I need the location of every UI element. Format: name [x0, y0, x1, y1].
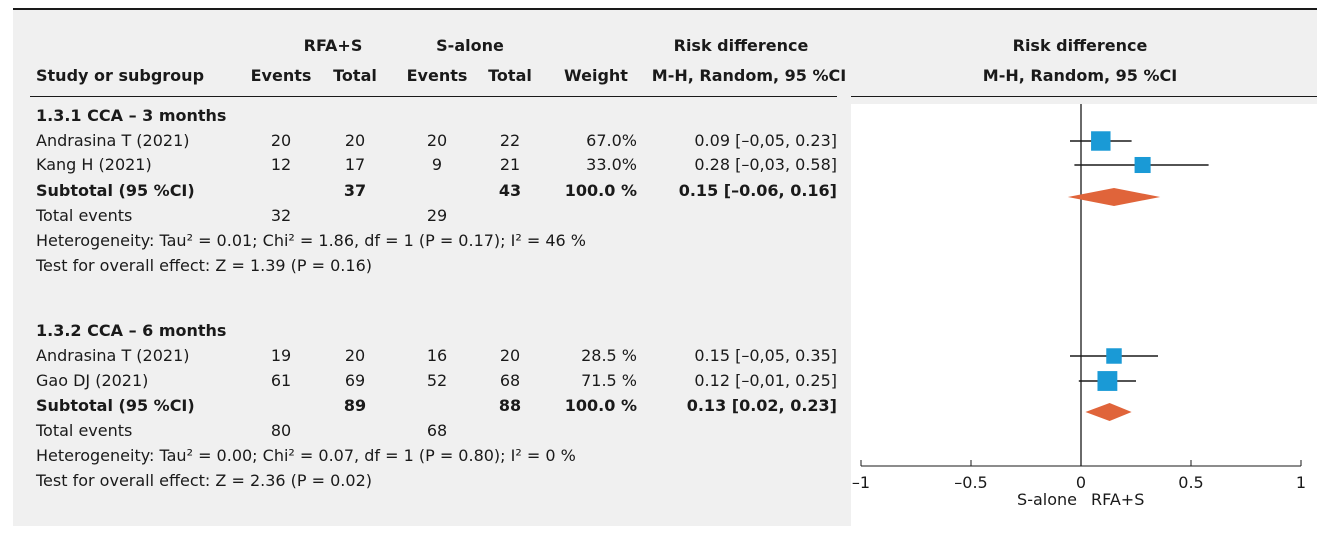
- total-events2: 29: [426, 206, 448, 225]
- subtotal-total2: 88: [498, 396, 522, 415]
- weight-cell: 71.5 %: [581, 371, 637, 390]
- favours-right-label: RFA+S: [1091, 490, 1144, 509]
- header-divider-plot: [851, 96, 1317, 97]
- ci-cell: 0.09 [–0,05, 0.23]: [694, 131, 837, 150]
- subtotal-label: Subtotal (95 %CI): [36, 181, 195, 200]
- total2-cell: 22: [499, 131, 521, 150]
- summary-diamond: [1085, 403, 1132, 421]
- total2-header: Total: [488, 66, 532, 85]
- overall-effect-text: Test for overall effect: Z = 2.36 (P = 0…: [36, 471, 372, 490]
- ci-cell: 0.12 [–0,01, 0.25]: [694, 371, 837, 390]
- events1-cell: 12: [270, 155, 292, 174]
- header-divider: [30, 96, 837, 97]
- plot-title: Risk difference: [1012, 36, 1148, 55]
- events2-header: Events: [406, 66, 468, 85]
- events1-cell: 19: [270, 346, 292, 365]
- total2-cell: 21: [499, 155, 521, 174]
- subtotal-total1: 89: [343, 396, 367, 415]
- total1-cell: 17: [344, 155, 366, 174]
- events2-cell: 20: [426, 131, 448, 150]
- overall-effect-text: Test for overall effect: Z = 1.39 (P = 0…: [36, 256, 372, 275]
- subgroup-title: 1.3.2 CCA – 6 months: [36, 321, 227, 340]
- summary-diamond: [1067, 188, 1161, 206]
- total-events1: 32: [270, 206, 292, 225]
- subtotal-label: Subtotal (95 %CI): [36, 396, 195, 415]
- total-events1: 80: [270, 421, 292, 440]
- total-events-label: Total events: [36, 206, 133, 225]
- group1-header: RFA+S: [303, 36, 363, 55]
- x-tick-label: 0.5: [1178, 473, 1203, 492]
- subgroup-title: 1.3.1 CCA – 3 months: [36, 106, 227, 125]
- total1-cell: 20: [344, 131, 366, 150]
- favours-left-label: S-alone: [1017, 490, 1077, 509]
- study-name: Kang H (2021): [36, 155, 152, 174]
- total2-cell: 68: [499, 371, 521, 390]
- study-marker: [1091, 131, 1111, 151]
- x-tick-label: –1: [852, 473, 870, 492]
- study-name: Andrasina T (2021): [36, 131, 190, 150]
- events1-cell: 20: [270, 131, 292, 150]
- subtotal-ci: 0.15 [–0.06, 0.16]: [678, 181, 837, 200]
- total1-cell: 69: [344, 371, 366, 390]
- study-name: Andrasina T (2021): [36, 346, 190, 365]
- study-marker: [1134, 156, 1151, 174]
- group2-header: S-alone: [436, 36, 504, 55]
- weight-cell: 33.0%: [586, 155, 637, 174]
- total1-header: Total: [333, 66, 377, 85]
- total2-cell: 20: [499, 346, 521, 365]
- subtotal-total1: 37: [343, 181, 367, 200]
- heterogeneity-text: Heterogeneity: Tau² = 0.01; Chi² = 1.86,…: [36, 231, 587, 250]
- x-tick-label: 0: [1076, 473, 1086, 492]
- events1-cell: 61: [270, 371, 292, 390]
- ci-cell: 0.28 [–0,03, 0.58]: [694, 155, 837, 174]
- subtotal-weight: 100.0 %: [564, 181, 637, 200]
- rd-method-header: M-H, Random, 95 %CI: [651, 66, 847, 85]
- total-events-label: Total events: [36, 421, 133, 440]
- x-tick-label: 1: [1296, 473, 1306, 492]
- events1-header: Events: [250, 66, 312, 85]
- study-column-header: Study or subgroup: [36, 66, 205, 85]
- weight-header: Weight: [564, 66, 628, 85]
- heterogeneity-text: Heterogeneity: Tau² = 0.00; Chi² = 0.07,…: [36, 446, 576, 465]
- plot-method-header: M-H, Random, 95 %CI: [982, 66, 1178, 85]
- events2-cell: 16: [426, 346, 448, 365]
- weight-cell: 67.0%: [586, 131, 637, 150]
- events2-cell: 9: [431, 155, 443, 174]
- study-marker: [1106, 348, 1122, 364]
- forest-plot-area: [851, 104, 1317, 526]
- forest-plot: –1 –0.5 0 0.5 1 S-alone RFA+S: [852, 104, 1306, 509]
- subtotal-ci: 0.13 [0.02, 0.23]: [686, 396, 837, 415]
- weight-cell: 28.5 %: [581, 346, 637, 365]
- ci-cell: 0.15 [–0,05, 0.35]: [694, 346, 837, 365]
- total1-cell: 20: [344, 346, 366, 365]
- subtotal-weight: 100.0 %: [564, 396, 637, 415]
- top-rule: [13, 8, 1317, 10]
- x-tick-label: –0.5: [954, 473, 987, 492]
- study-name: Gao DJ (2021): [36, 371, 149, 390]
- total-events2: 68: [426, 421, 448, 440]
- study-marker: [1097, 371, 1118, 391]
- subtotal-total2: 43: [498, 181, 522, 200]
- rd-title: Risk difference: [673, 36, 809, 55]
- events2-cell: 52: [426, 371, 448, 390]
